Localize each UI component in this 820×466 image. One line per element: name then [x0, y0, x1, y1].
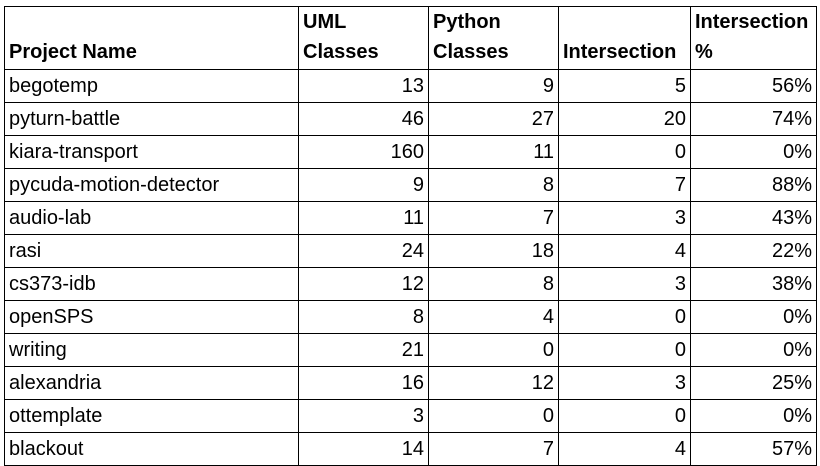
intersection-percent-cell: 0%: [690, 300, 817, 334]
uml-classes-cell: 8: [298, 300, 429, 334]
header-intersection: Intersection: [558, 6, 691, 70]
intersection-percent-cell: 0%: [690, 135, 817, 169]
intersection-percent-cell: 57%: [690, 432, 817, 466]
uml-classes-cell: 12: [298, 267, 429, 301]
project-name-cell: pyturn-battle: [4, 102, 299, 136]
project-name-cell: blackout: [4, 432, 299, 466]
table-row: begotemp 13 9 5 56%: [4, 69, 817, 103]
intersection-percent-cell: 38%: [690, 267, 817, 301]
intersection-cell: 0: [558, 399, 691, 433]
intersection-percent-cell: 74%: [690, 102, 817, 136]
python-classes-cell: 7: [428, 432, 559, 466]
python-classes-cell: 18: [428, 234, 559, 268]
table-row: audio-lab 11 7 3 43%: [4, 201, 817, 235]
table-row: openSPS 8 4 0 0%: [4, 300, 817, 334]
header-label: UML: [303, 11, 347, 33]
header-label: Intersection: [563, 41, 677, 63]
header-label: %: [695, 41, 713, 63]
intersection-percent-cell: 0%: [690, 333, 817, 367]
python-classes-cell: 0: [428, 399, 559, 433]
python-classes-cell: 8: [428, 168, 559, 202]
intersection-percent-cell: 0%: [690, 399, 817, 433]
uml-classes-cell: 21: [298, 333, 429, 367]
uml-classes-cell: 13: [298, 69, 429, 103]
project-name-cell: cs373-idb: [4, 267, 299, 301]
uml-classes-cell: 11: [298, 201, 429, 235]
python-classes-cell: 11: [428, 135, 559, 169]
table-row: pycuda-motion-detector 9 8 7 88%: [4, 168, 817, 202]
project-name-cell: writing: [4, 333, 299, 367]
project-name-cell: kiara-transport: [4, 135, 299, 169]
project-name-cell: audio-lab: [4, 201, 299, 235]
uml-classes-cell: 14: [298, 432, 429, 466]
intersection-percent-cell: 56%: [690, 69, 817, 103]
uml-classes-cell: 46: [298, 102, 429, 136]
header-label: Intersection: [695, 11, 809, 33]
python-classes-cell: 27: [428, 102, 559, 136]
intersection-cell: 5: [558, 69, 691, 103]
intersection-cell: 7: [558, 168, 691, 202]
project-name-cell: begotemp: [4, 69, 299, 103]
intersection-percent-cell: 43%: [690, 201, 817, 235]
project-name-cell: ottemplate: [4, 399, 299, 433]
intersection-cell: 4: [558, 432, 691, 466]
table-row: kiara-transport 160 11 0 0%: [4, 135, 817, 169]
uml-classes-cell: 9: [298, 168, 429, 202]
python-classes-cell: 0: [428, 333, 559, 367]
python-classes-cell: 7: [428, 201, 559, 235]
python-classes-cell: 8: [428, 267, 559, 301]
intersection-percent-cell: 22%: [690, 234, 817, 268]
project-name-cell: alexandria: [4, 366, 299, 400]
intersection-cell: 20: [558, 102, 691, 136]
uml-classes-cell: 24: [298, 234, 429, 268]
table-body: begotemp 13 9 5 56% pyturn-battle 46 27 20 74% kia…: [4, 69, 817, 466]
intersection-cell: 0: [558, 135, 691, 169]
intersection-cell: 0: [558, 300, 691, 334]
project-name-cell: pycuda-motion-detector: [4, 168, 299, 202]
table-row: writing 21 0 0 0%: [4, 333, 817, 367]
intersection-cell: 3: [558, 201, 691, 235]
project-name-cell: rasi: [4, 234, 299, 268]
intersection-percent-cell: 25%: [690, 366, 817, 400]
header-intersection-percent: Intersection %: [690, 6, 817, 70]
intersection-cell: 0: [558, 333, 691, 367]
header-label: Project Name: [9, 41, 137, 63]
table-row: cs373-idb 12 8 3 38%: [4, 267, 817, 301]
intersection-cell: 3: [558, 366, 691, 400]
table-row: blackout 14 7 4 57%: [4, 432, 817, 466]
table-row: alexandria 16 12 3 25%: [4, 366, 817, 400]
table-row: ottemplate 3 0 0 0%: [4, 399, 817, 433]
header-label: Classes: [303, 41, 379, 63]
intersection-percent-cell: 88%: [690, 168, 817, 202]
project-name-cell: openSPS: [4, 300, 299, 334]
project-intersection-table: Project Name UML Classes Python Classes …: [4, 6, 817, 466]
python-classes-cell: 12: [428, 366, 559, 400]
intersection-cell: 3: [558, 267, 691, 301]
table-row: rasi 24 18 4 22%: [4, 234, 817, 268]
header-row: Project Name UML Classes Python Classes …: [4, 6, 817, 70]
header-uml-classes: UML Classes: [298, 6, 429, 70]
header-python-classes: Python Classes: [428, 6, 559, 70]
uml-classes-cell: 16: [298, 366, 429, 400]
header-project-name: Project Name: [4, 6, 299, 70]
python-classes-cell: 9: [428, 69, 559, 103]
uml-classes-cell: 160: [298, 135, 429, 169]
header-label: Classes: [433, 41, 509, 63]
header-label: Python: [433, 11, 501, 33]
table-row: pyturn-battle 46 27 20 74%: [4, 102, 817, 136]
python-classes-cell: 4: [428, 300, 559, 334]
intersection-cell: 4: [558, 234, 691, 268]
uml-classes-cell: 3: [298, 399, 429, 433]
